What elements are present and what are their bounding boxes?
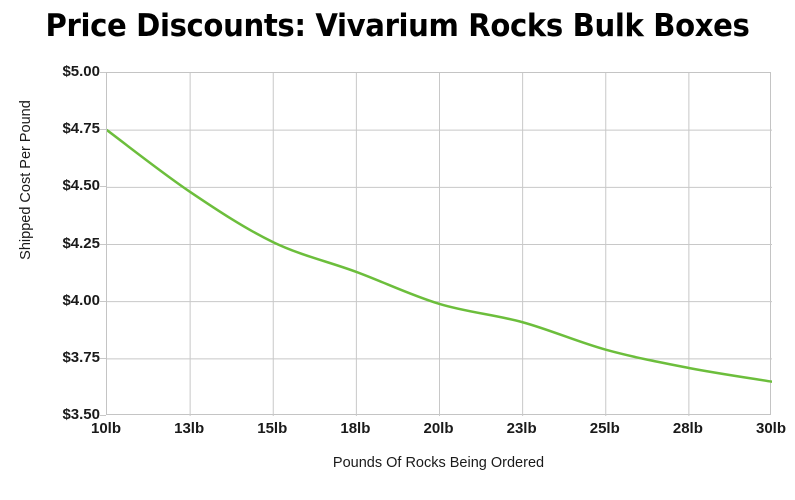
y-axis-tick-label: $4.50 [62,177,100,195]
y-axis-tick-mark [100,129,106,130]
y-axis-tick-label: $3.75 [62,348,100,366]
y-axis-tick-mark [100,415,106,416]
y-axis-tick-mark [100,244,106,245]
y-axis-tick-mark [100,358,106,359]
y-axis-tick-mark [100,301,106,302]
plot-area [106,72,772,416]
x-axis-tick-label: 15lb [257,420,288,437]
x-axis-tick-label: 20lb [423,420,454,437]
x-axis-title: Pounds Of Rocks Being Ordered [332,455,545,471]
y-axis-tick-label: $3.50 [62,406,100,423]
x-axis-tick-label: 10lb [90,420,121,437]
x-axis-tick-label: 18lb [340,420,371,437]
x-axis-tick-label: 30lb [755,420,786,437]
y-axis-tick-group: $3.50 $3.75 $4.00 $4.25 $4.50 $4.75 $5.00 [0,0,106,500]
x-axis-tick-label: 13lb [174,420,205,437]
y-axis-tick-label: $5.00 [62,63,100,80]
x-axis-tick-label: 25lb [589,420,620,437]
x-axis-tick-label: 23lb [506,420,537,437]
x-axis-tick-group: 10lb 13lb 15lb 18lb 20lb 23lb 25lb 28lb 30lb [0,419,795,443]
horizontal-gridlines [107,129,772,360]
chart-title: Price Discounts: Vivarium Rocks Bulk Box… [45,8,750,44]
data-series-line [107,128,772,383]
y-axis-tick-label: $4.25 [62,234,100,252]
x-axis-tick-label: 28lb [672,420,703,437]
plot-svg [107,73,772,416]
y-axis-tick-label: $4.75 [62,120,100,138]
y-axis-tick-label: $4.00 [62,291,100,309]
y-axis-tick-mark [100,186,106,187]
y-axis-tick-mark [100,72,106,73]
